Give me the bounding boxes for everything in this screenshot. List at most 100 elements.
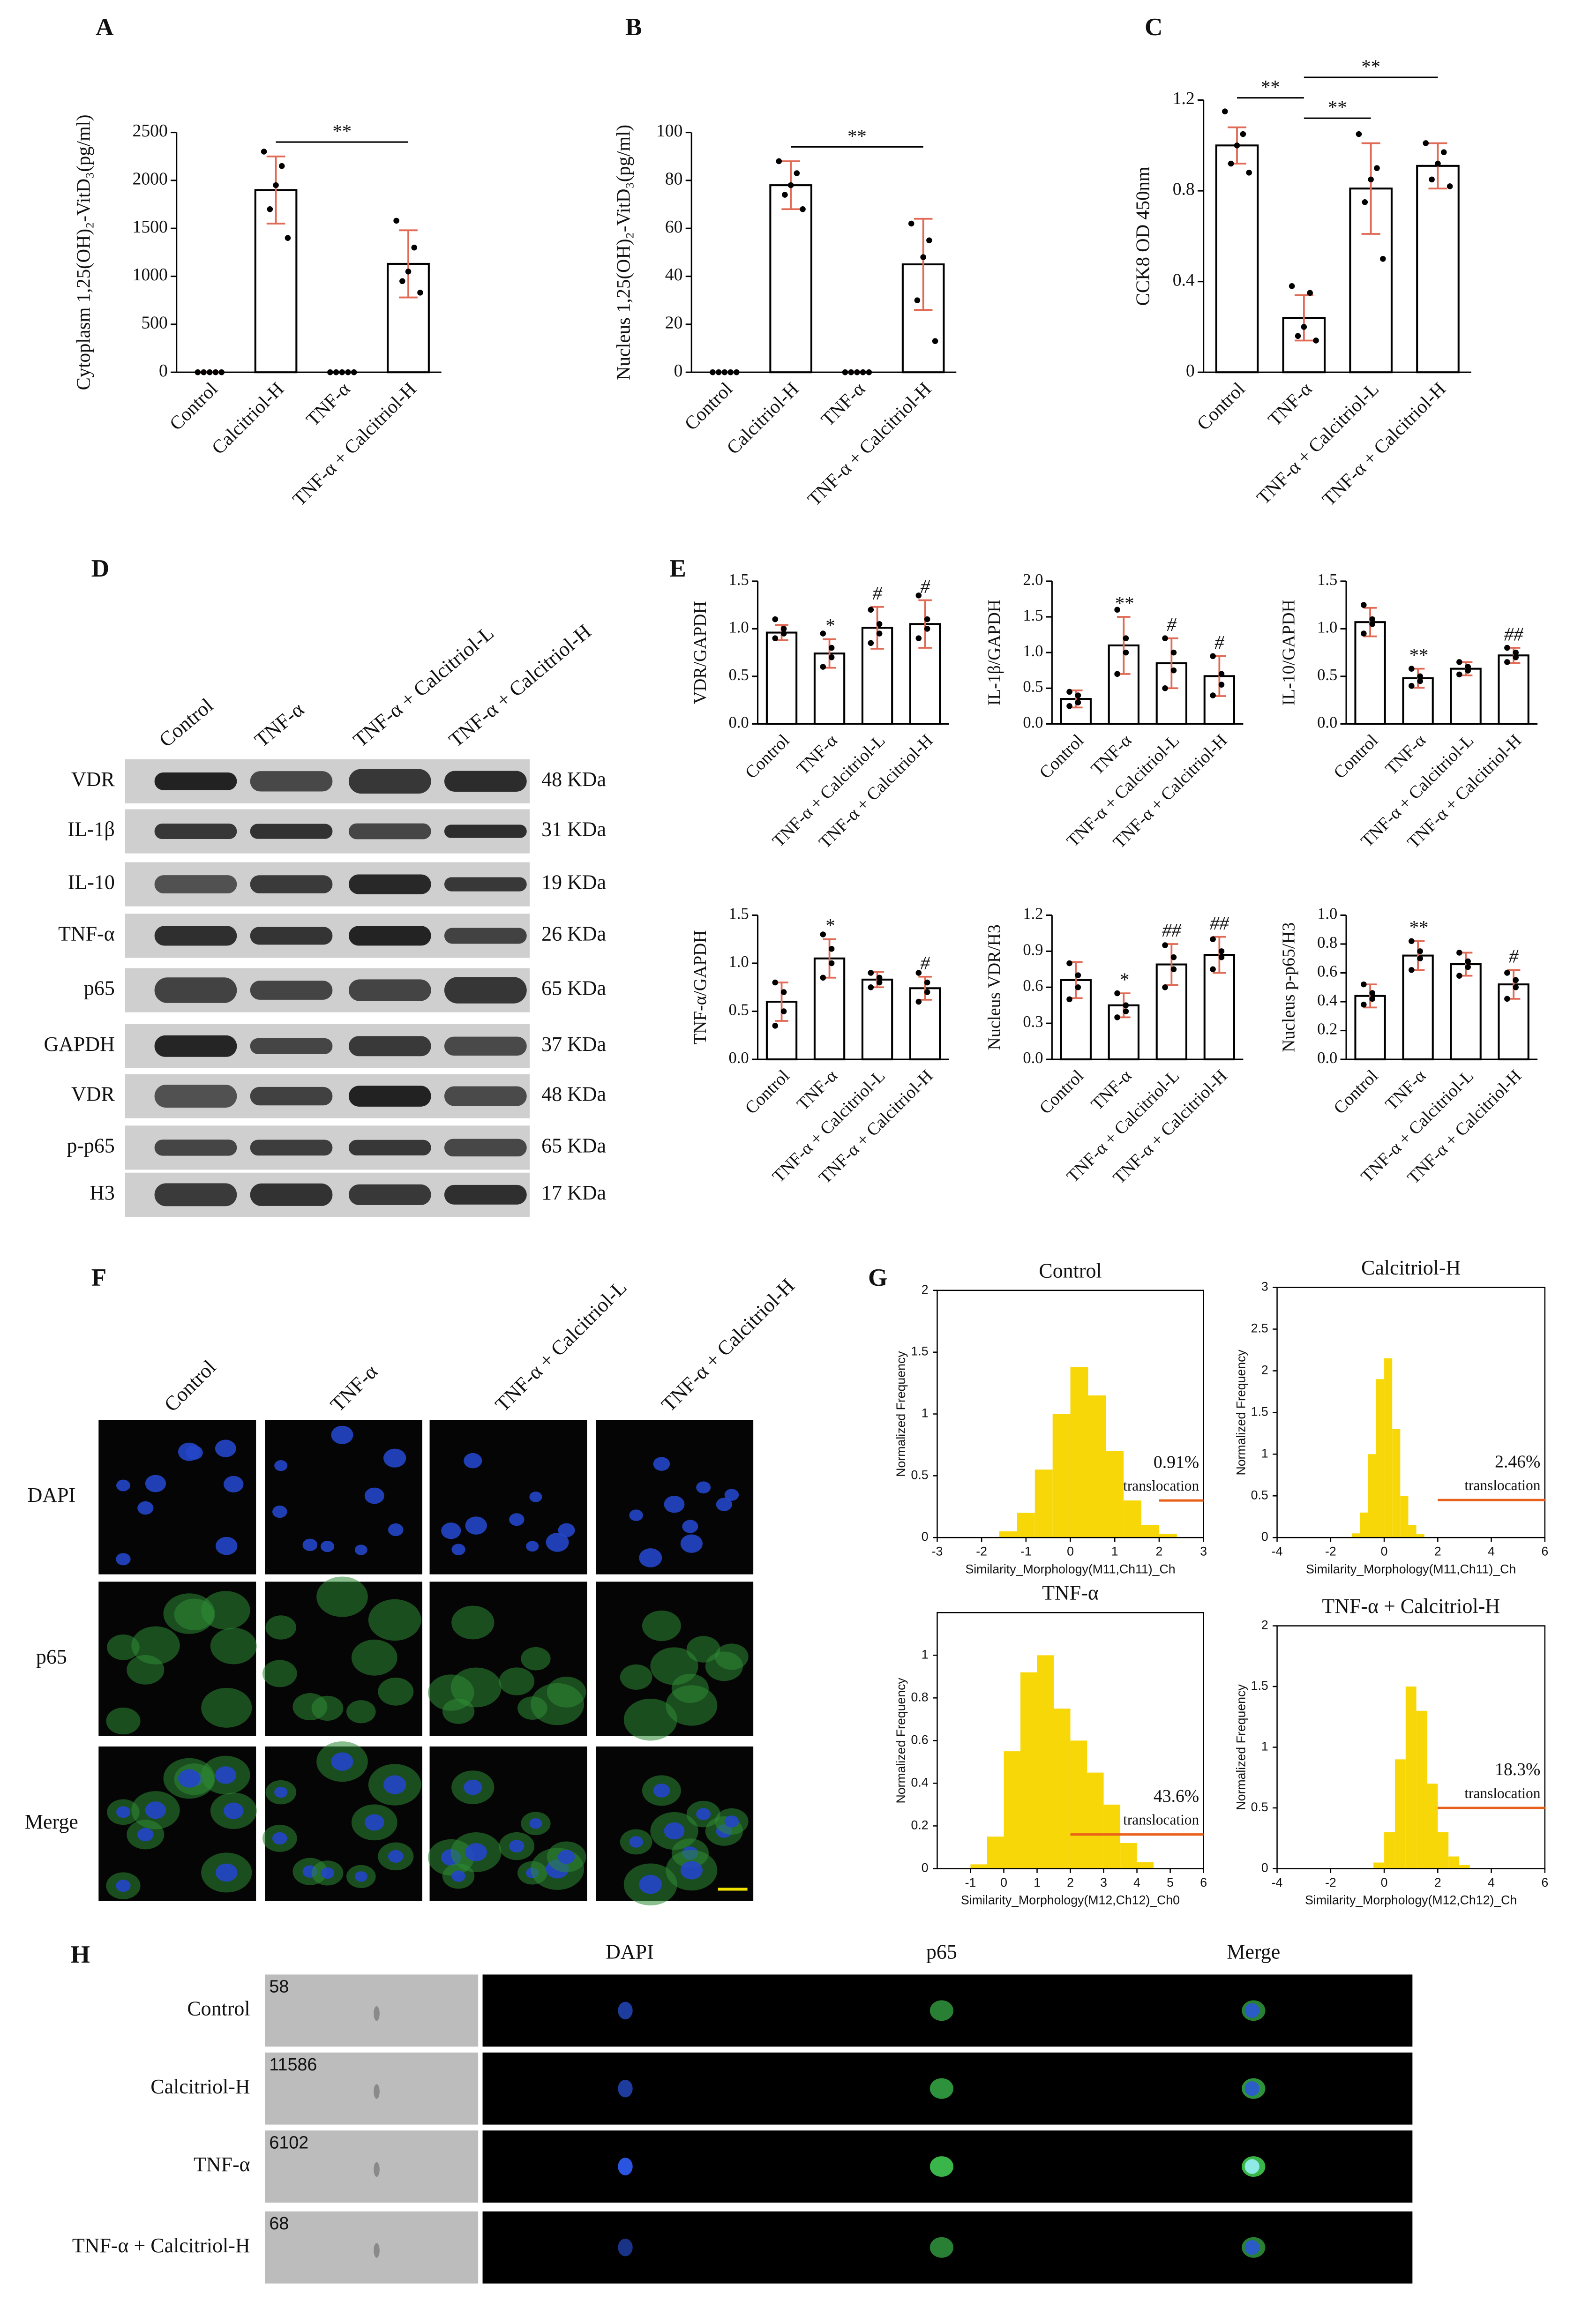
data-point <box>1369 621 1375 627</box>
histogram-bar <box>1416 1710 1427 1869</box>
protein-label: VDR <box>71 1083 115 1106</box>
data-point <box>1218 671 1225 677</box>
data-point <box>1123 635 1129 641</box>
blot-band <box>154 824 237 840</box>
size-label: 65 KDa <box>541 1134 606 1157</box>
y-tick-label: 0 <box>159 361 168 381</box>
nucleus <box>364 1814 384 1831</box>
blot-band <box>348 1086 431 1107</box>
nucleus <box>629 1836 643 1848</box>
p65-signal <box>316 1576 368 1617</box>
blot-band <box>444 1184 527 1205</box>
data-point <box>866 369 872 375</box>
data-point <box>1513 984 1519 990</box>
blot-band <box>250 875 333 893</box>
data-point <box>1504 970 1510 976</box>
data-point <box>1162 984 1168 990</box>
y-axis-label: IL-1β/GAPDH <box>985 600 1004 705</box>
data-point <box>411 244 418 251</box>
data-point <box>1435 160 1441 167</box>
y-tick-label: 1.5 <box>1317 571 1337 589</box>
nucleus <box>451 1544 465 1555</box>
x-tick-label: 2 <box>1434 1544 1441 1559</box>
dapi-cell <box>618 2079 633 2098</box>
data-point <box>727 369 734 375</box>
nucleus <box>354 1544 367 1555</box>
nucleus <box>137 1828 154 1842</box>
data-point <box>1465 667 1471 674</box>
row-label: Control <box>187 1997 250 2020</box>
blot-band <box>348 979 431 1001</box>
data-point <box>1417 678 1423 684</box>
size-label: 31 KDa <box>541 818 606 841</box>
data-point <box>405 269 412 275</box>
data-point <box>1170 649 1177 656</box>
y-tick-label: 0.5 <box>1251 1488 1268 1502</box>
error-bar <box>870 606 884 650</box>
data-point <box>285 235 291 241</box>
data-point <box>1361 1001 1367 1008</box>
data-point <box>1162 635 1168 641</box>
data-point <box>820 975 826 981</box>
plot-frame <box>1276 1625 1546 1869</box>
data-point <box>1075 984 1081 990</box>
y-tick-label: 0.2 <box>1317 1020 1337 1038</box>
histogram-bar <box>1054 1709 1071 1869</box>
data-point <box>926 237 932 244</box>
significance-label: ## <box>1504 623 1524 645</box>
data-point <box>772 979 779 986</box>
nucleus <box>320 1540 335 1552</box>
y-tick-label: 1500 <box>133 217 168 237</box>
y-tick-label: 0.4 <box>1173 270 1195 290</box>
blot-band <box>250 981 333 1000</box>
histogram-bar <box>1124 1500 1142 1538</box>
data-point <box>1162 685 1168 691</box>
histogram-bar <box>1103 1804 1121 1869</box>
x-tick-label: 3 <box>1200 1544 1207 1559</box>
nucleus <box>653 1457 670 1471</box>
nucleus <box>664 1822 685 1840</box>
blot-band <box>348 1140 431 1156</box>
data-point <box>715 369 722 375</box>
data-point <box>417 290 423 296</box>
blot-band <box>154 977 237 1003</box>
data-point <box>1361 630 1367 637</box>
bar <box>1402 954 1434 1061</box>
error-bar <box>914 217 933 311</box>
data-point <box>1234 142 1240 149</box>
histogram-bar <box>1137 1862 1154 1869</box>
brightfield <box>265 1974 479 2047</box>
p65-cell <box>929 2000 953 2021</box>
data-point <box>1409 682 1415 689</box>
brightfield <box>265 2052 479 2125</box>
y-tick-label: 1.5 <box>729 571 749 589</box>
data-point <box>1313 337 1319 344</box>
p65-signal <box>351 1639 397 1676</box>
x-axis-label: Similarity_Morphology(M12,Ch12)_Ch0 <box>961 1893 1180 1907</box>
data-point <box>924 989 930 995</box>
gate-label: translocation <box>1464 1785 1540 1801</box>
y-tick-label: 0.0 <box>1023 713 1043 731</box>
bar <box>861 978 893 1061</box>
p65-signal <box>666 1685 718 1726</box>
data-point <box>854 369 860 375</box>
chart-title: Calcitriol-H <box>1361 1256 1461 1279</box>
merge-nucleus <box>1244 2240 1259 2255</box>
data-point <box>868 984 874 990</box>
data-point <box>1123 649 1129 656</box>
blot-band <box>348 823 431 840</box>
nucleus <box>116 1553 131 1566</box>
nucleus <box>354 1871 367 1882</box>
data-point <box>393 217 399 224</box>
panel-label: H <box>71 1940 90 1968</box>
blot-band <box>154 875 237 893</box>
significance-label: # <box>920 952 930 974</box>
data-point <box>1170 667 1177 674</box>
nucleus <box>664 1495 685 1513</box>
protein-label: TNF-α <box>58 922 115 945</box>
blot-band <box>444 877 527 892</box>
data-point <box>932 338 938 344</box>
size-label: 37 KDa <box>541 1033 606 1056</box>
histogram-bar <box>970 1864 987 1869</box>
